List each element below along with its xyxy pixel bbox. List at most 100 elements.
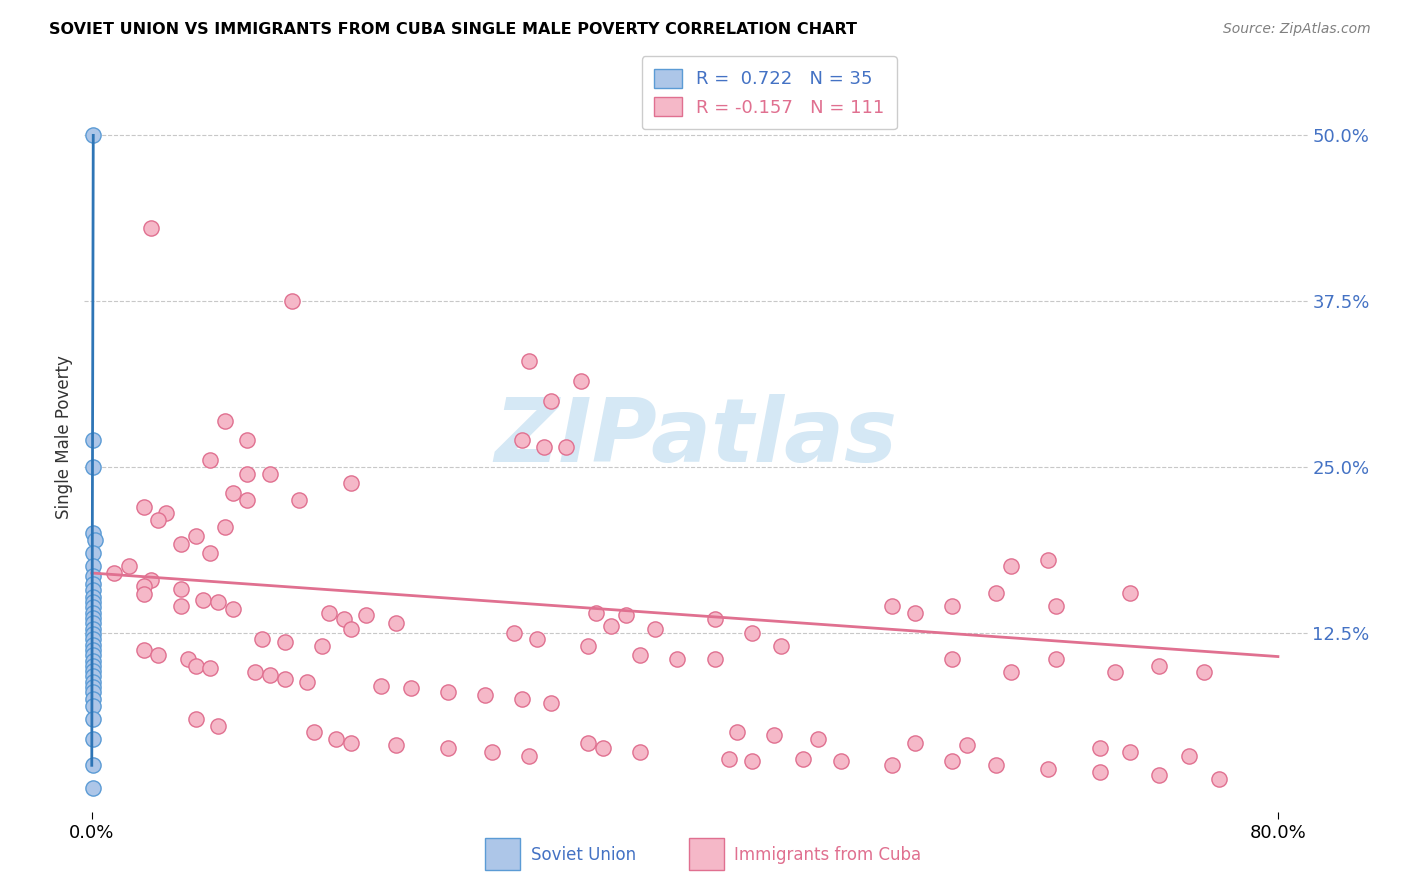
Point <box>132 579 155 593</box>
Point <box>170 582 193 596</box>
Point <box>540 696 562 710</box>
Point <box>82 616 104 631</box>
Point <box>273 635 295 649</box>
Point <box>592 741 614 756</box>
Point <box>762 728 785 742</box>
Point <box>170 537 193 551</box>
Point <box>725 725 748 739</box>
Point <box>200 546 222 560</box>
Point <box>333 612 356 626</box>
Point <box>82 669 104 683</box>
Point <box>614 608 637 623</box>
Point <box>82 780 104 795</box>
Point <box>207 718 229 732</box>
Point <box>1088 764 1111 779</box>
Point <box>666 652 689 666</box>
Point <box>1045 599 1067 614</box>
Point <box>585 606 607 620</box>
Point <box>628 648 651 663</box>
Text: ZIPatlas: ZIPatlas <box>495 393 897 481</box>
Point <box>82 546 104 560</box>
Point <box>200 453 222 467</box>
Point <box>1045 652 1067 666</box>
Point <box>148 513 170 527</box>
Point <box>82 559 104 574</box>
Point <box>132 643 155 657</box>
Point <box>1118 745 1140 759</box>
Point <box>986 586 1008 600</box>
Point <box>1178 749 1201 764</box>
Point <box>436 741 458 756</box>
Point <box>481 745 503 759</box>
Point <box>578 736 600 750</box>
Point <box>281 294 304 309</box>
Point <box>770 639 793 653</box>
Point <box>82 600 104 615</box>
Point <box>384 616 406 631</box>
Point <box>741 625 763 640</box>
Point <box>148 648 170 663</box>
Y-axis label: Single Male Poverty: Single Male Poverty <box>55 355 73 519</box>
Point <box>882 599 904 614</box>
Point <box>295 674 318 689</box>
Point <box>82 712 104 726</box>
Point <box>82 459 104 474</box>
Point <box>370 679 392 693</box>
Point <box>703 612 725 626</box>
Point <box>941 652 963 666</box>
Point <box>82 664 104 678</box>
Point <box>340 736 363 750</box>
Point <box>807 731 830 746</box>
Point <box>340 622 363 636</box>
Point <box>103 566 125 580</box>
Point <box>986 758 1008 772</box>
Point <box>82 590 104 604</box>
Point <box>82 674 104 689</box>
Point <box>236 493 259 508</box>
Text: Immigrants from Cuba: Immigrants from Cuba <box>734 846 921 863</box>
Text: SOVIET UNION VS IMMIGRANTS FROM CUBA SINGLE MALE POVERTY CORRELATION CHART: SOVIET UNION VS IMMIGRANTS FROM CUBA SIN… <box>49 22 858 37</box>
Point <box>510 692 533 706</box>
Point <box>252 632 274 647</box>
Point <box>155 506 177 520</box>
Text: Soviet Union: Soviet Union <box>531 846 637 863</box>
Point <box>243 665 266 680</box>
Point <box>214 413 236 427</box>
Point <box>510 434 533 448</box>
Point <box>1000 665 1022 680</box>
Point <box>82 622 104 636</box>
Point <box>82 698 104 713</box>
Point <box>628 745 651 759</box>
Point <box>236 467 259 481</box>
Point <box>882 758 904 772</box>
Point <box>1088 741 1111 756</box>
Point <box>399 681 422 696</box>
Point <box>214 519 236 533</box>
Point <box>221 602 243 616</box>
Point <box>644 622 666 636</box>
Point <box>82 632 104 647</box>
Point <box>259 668 281 682</box>
Point <box>555 440 578 454</box>
Point <box>436 685 458 699</box>
Point <box>904 736 927 750</box>
Point <box>273 672 295 686</box>
Point <box>82 434 104 448</box>
Point <box>184 529 207 543</box>
Point <box>118 559 141 574</box>
Point <box>1208 772 1230 786</box>
Point <box>82 128 104 143</box>
Legend: R =  0.722   N = 35, R = -0.157   N = 111: R = 0.722 N = 35, R = -0.157 N = 111 <box>641 56 897 129</box>
Point <box>132 587 155 601</box>
Point <box>259 467 281 481</box>
Point <box>526 632 548 647</box>
Point <box>1149 658 1171 673</box>
Point <box>578 639 600 653</box>
Point <box>170 599 193 614</box>
Point <box>82 526 104 541</box>
Point <box>191 592 214 607</box>
Point <box>830 755 852 769</box>
Point <box>200 661 222 675</box>
Point <box>184 658 207 673</box>
Point <box>82 685 104 699</box>
